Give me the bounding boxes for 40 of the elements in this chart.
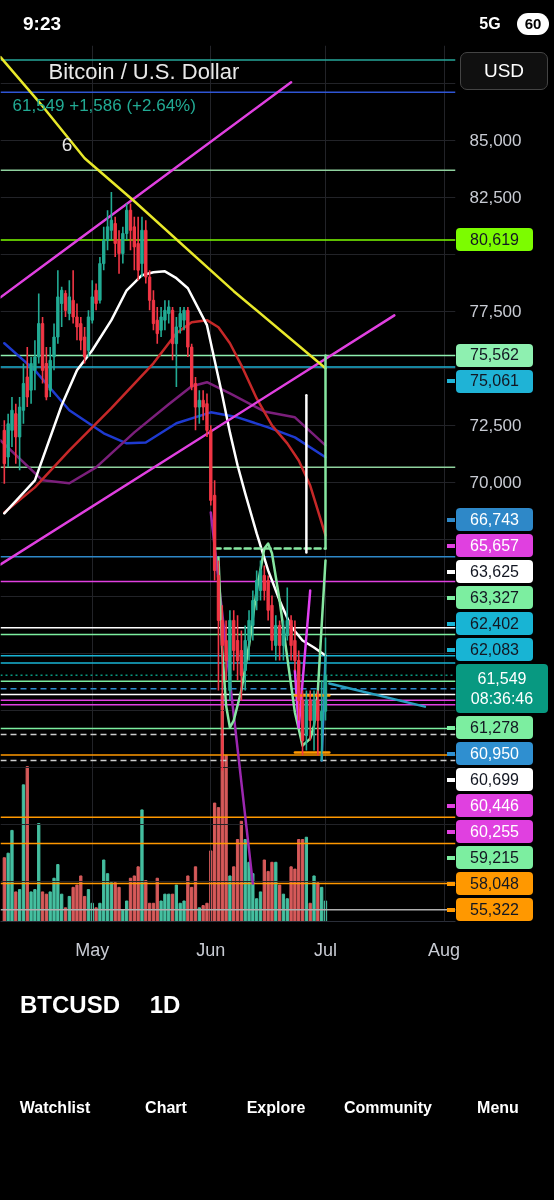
legend-label: 60,255 <box>456 820 533 843</box>
legend-label: 62,083 <box>456 638 533 661</box>
text: Community <box>343 1098 433 1119</box>
x-tick-label: May <box>75 939 110 960</box>
y-tick-label: 85,000 <box>469 131 522 151</box>
ref-line-label: 80,619 <box>456 228 533 252</box>
legend-label: 75,061 <box>456 369 533 393</box>
y-tick-label: 82,500 <box>469 188 522 208</box>
text: Watchlist <box>18 1098 92 1119</box>
text: Chart <box>144 1098 188 1119</box>
text: BTCUSD <box>19 989 121 1020</box>
legend-label: 63,625 <box>456 560 533 583</box>
legend-label: 60,950 <box>456 742 533 765</box>
y-tick-label: 70,000 <box>469 473 522 493</box>
legend-label: 55,322 <box>456 898 533 921</box>
legend-label: 62,402 <box>456 612 533 635</box>
legend-label: 61,278 <box>456 716 533 739</box>
ref-line-label: 75,562 <box>456 343 533 367</box>
legend-label: 58,048 <box>456 872 533 895</box>
ref-line-label: 61,549 08:36:46 <box>456 664 548 713</box>
text: 1D <box>148 989 182 1020</box>
legend-label: 65,657 <box>456 534 533 557</box>
annotation: 6 <box>60 132 74 157</box>
legend-label: 60,699 <box>456 768 533 791</box>
y-tick-label: 72,500 <box>469 416 522 436</box>
x-tick-label: Aug <box>428 939 461 960</box>
legend-label: 63,327 <box>456 586 533 609</box>
text: Explore <box>245 1098 307 1119</box>
text: USD <box>460 52 548 90</box>
text: 9:23 <box>22 11 62 36</box>
legend-label: 60,446 <box>456 794 533 817</box>
legend-label: 66,743 <box>456 508 533 531</box>
text: Bitcoin / U.S. Dollar <box>48 59 240 84</box>
x-tick-label: Jun <box>196 939 226 960</box>
text: Menu <box>476 1098 520 1119</box>
legend-label: 59,215 <box>456 846 533 869</box>
text: 60 <box>517 13 549 35</box>
y-tick-label: 77,500 <box>469 302 522 322</box>
x-tick-label: Jul <box>314 939 338 960</box>
text: 5G <box>478 14 502 35</box>
